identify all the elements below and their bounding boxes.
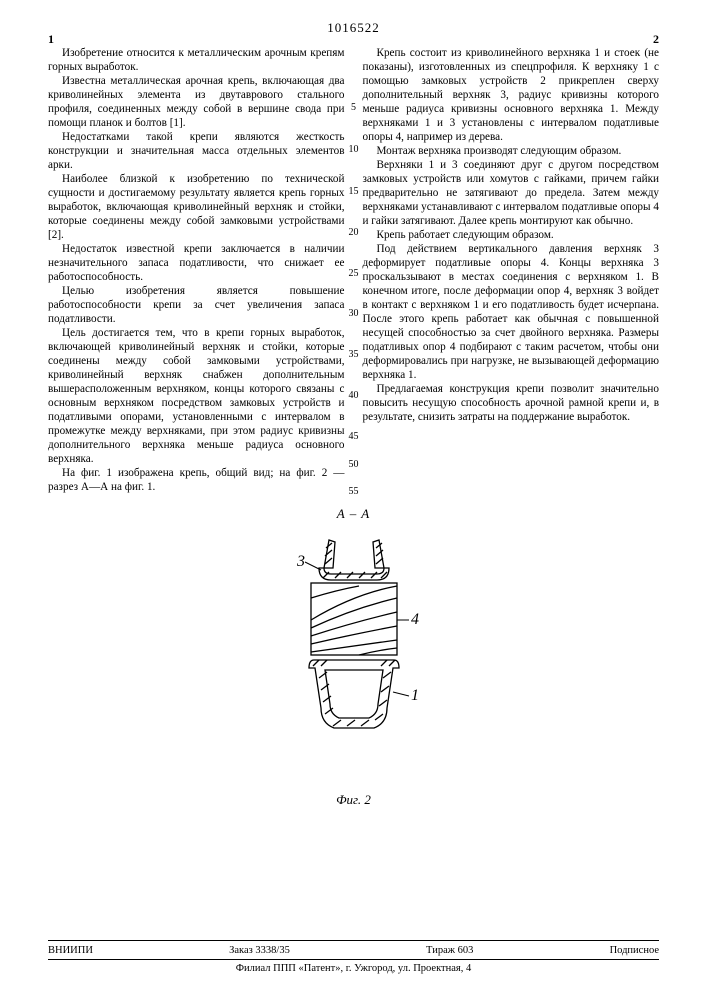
paragraph: Крепь работает следующим образом. [363, 228, 660, 242]
line-number: 55 [344, 486, 364, 499]
paragraph: Целью изобретения является повышение раб… [48, 284, 345, 326]
footer-sign: Подписное [610, 945, 659, 956]
figure-svg: 3 4 1 [259, 528, 449, 788]
text-columns: Изобретение относится к металлическим ар… [48, 46, 659, 494]
line-number: 5 [344, 102, 364, 115]
fig-label-1: 1 [411, 687, 419, 704]
line-number: 25 [344, 268, 364, 281]
page-num-right: 2 [653, 32, 659, 47]
line-number: 20 [344, 227, 364, 240]
paragraph: Изобретение относится к металлическим ар… [48, 46, 345, 74]
footer-branch: Филиал ППП «Патент», г. Ужгород, ул. Про… [48, 963, 659, 974]
doc-number: 1016522 [48, 20, 659, 36]
page-num-left: 1 [48, 32, 54, 47]
left-column: Изобретение относится к металлическим ар… [48, 46, 345, 494]
footer-org: ВНИИПИ [48, 945, 93, 956]
footer: ВНИИПИ Заказ 3338/35 Тираж 603 Подписное… [48, 940, 659, 974]
paragraph: Цель достигается тем, что в крепи горных… [48, 326, 345, 466]
paragraph: Верхняки 1 и 3 соединяют друг с другом п… [363, 158, 660, 228]
line-number: 15 [344, 186, 364, 199]
paragraph: Под действием вертикального давления вер… [363, 242, 660, 382]
line-number: 40 [344, 390, 364, 403]
paragraph: Известна металлическая арочная крепь, вк… [48, 74, 345, 130]
paragraph: Недостаток известной крепи заключается в… [48, 242, 345, 284]
paragraph: Предлагаемая конструкция крепи позволит … [363, 382, 660, 424]
footer-tirazh: Тираж 603 [426, 945, 473, 956]
paragraph: Недостатками такой крепи являются жестко… [48, 130, 345, 172]
section-label: A – A [48, 506, 659, 522]
fig-label-4: 4 [411, 611, 419, 628]
right-column: Крепь состоит из криволинейного верхняка… [363, 46, 660, 494]
line-number: 10 [344, 144, 364, 157]
line-number: 45 [344, 431, 364, 444]
paragraph: Крепь состоит из криволинейного верхняка… [363, 46, 660, 144]
paragraph: Наиболее близкой к изобретению по технич… [48, 172, 345, 242]
figure-caption: Фиг. 2 [48, 792, 659, 808]
figure-area: A – A [48, 506, 659, 808]
footer-order: Заказ 3338/35 [229, 945, 290, 956]
paragraph: Монтаж верхняка производят следующим обр… [363, 144, 660, 158]
line-number: 50 [344, 459, 364, 472]
paragraph: На фиг. 1 изображена крепь, общий вид; н… [48, 466, 345, 494]
line-number: 30 [344, 308, 364, 321]
line-number: 35 [344, 349, 364, 362]
fig-label-3: 3 [296, 553, 305, 570]
